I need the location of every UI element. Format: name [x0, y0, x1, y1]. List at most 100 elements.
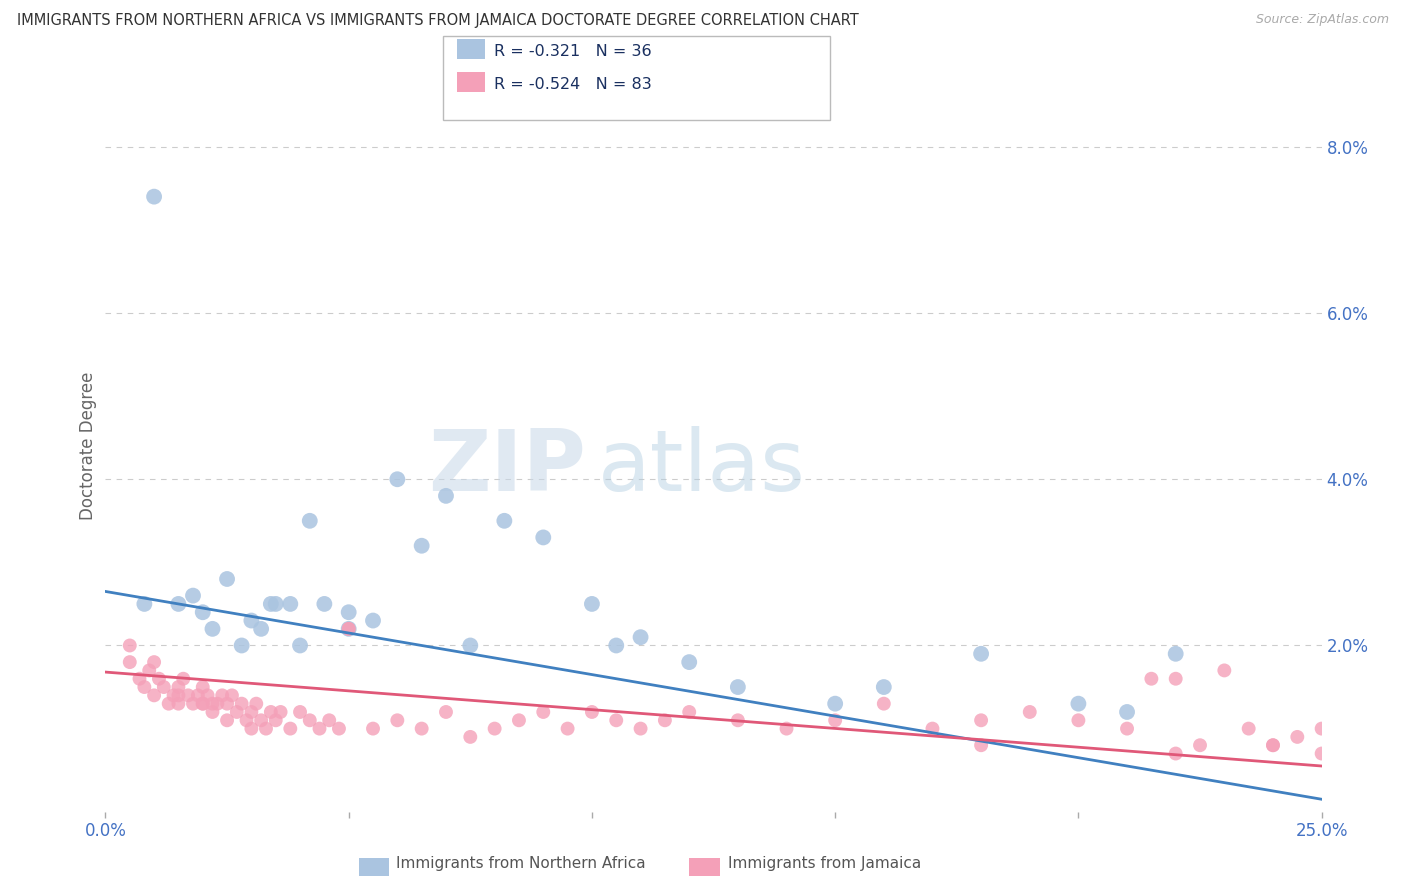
Point — [240, 722, 263, 736]
Point — [260, 705, 283, 719]
Point — [177, 689, 200, 703]
Point — [308, 722, 330, 736]
Point — [921, 722, 943, 736]
Point — [970, 738, 993, 752]
Text: IMMIGRANTS FROM NORTHERN AFRICA VS IMMIGRANTS FROM JAMAICA DOCTORATE DEGREE CORR: IMMIGRANTS FROM NORTHERN AFRICA VS IMMIG… — [17, 13, 859, 29]
Point — [581, 705, 603, 719]
Point — [337, 622, 360, 636]
Point — [211, 689, 233, 703]
Text: atlas: atlas — [598, 426, 806, 509]
Point — [328, 722, 350, 736]
Point — [1018, 705, 1040, 719]
Point — [581, 597, 603, 611]
Point — [250, 714, 273, 728]
Point — [217, 572, 239, 586]
Point — [1164, 672, 1187, 686]
Point — [128, 672, 150, 686]
Point — [387, 472, 409, 486]
Point — [191, 605, 214, 619]
Text: Source: ZipAtlas.com: Source: ZipAtlas.com — [1256, 13, 1389, 27]
Point — [1164, 747, 1187, 761]
Point — [337, 605, 360, 619]
Point — [458, 639, 481, 653]
Text: Immigrants from Jamaica: Immigrants from Jamaica — [728, 856, 921, 871]
Point — [187, 689, 209, 703]
Point — [240, 614, 263, 628]
Point — [630, 722, 652, 736]
Text: Immigrants from Northern Africa: Immigrants from Northern Africa — [396, 856, 647, 871]
Point — [630, 630, 652, 644]
Point — [197, 689, 219, 703]
Point — [1140, 672, 1163, 686]
Point — [143, 689, 166, 703]
Text: ZIP: ZIP — [427, 426, 586, 509]
Point — [172, 672, 194, 686]
Point — [824, 714, 846, 728]
Point — [434, 705, 457, 719]
Point — [167, 597, 190, 611]
Point — [217, 697, 239, 711]
Point — [167, 697, 190, 711]
Point — [1310, 747, 1333, 761]
Point — [458, 730, 481, 744]
Point — [508, 714, 530, 728]
Point — [217, 714, 239, 728]
Point — [254, 722, 277, 736]
Point — [337, 622, 360, 636]
Text: R = -0.524   N = 83: R = -0.524 N = 83 — [494, 77, 651, 92]
Point — [873, 680, 896, 694]
Point — [270, 705, 292, 719]
Point — [138, 664, 160, 678]
Point — [278, 722, 301, 736]
Point — [167, 689, 190, 703]
Point — [318, 714, 340, 728]
Point — [181, 589, 204, 603]
Point — [727, 680, 749, 694]
Point — [118, 639, 141, 653]
Point — [221, 689, 243, 703]
Point — [434, 489, 457, 503]
Point — [873, 697, 896, 711]
Point — [250, 622, 273, 636]
Point — [1261, 738, 1284, 752]
Point — [1213, 664, 1236, 678]
Point — [231, 697, 253, 711]
Point — [1261, 738, 1284, 752]
Point — [654, 714, 676, 728]
Point — [678, 705, 700, 719]
Point — [411, 539, 433, 553]
Point — [1310, 722, 1333, 736]
Point — [361, 614, 384, 628]
Point — [1067, 697, 1090, 711]
Point — [288, 705, 311, 719]
Point — [1116, 722, 1139, 736]
Point — [387, 714, 409, 728]
Point — [118, 655, 141, 669]
Point — [231, 639, 253, 653]
Point — [157, 697, 180, 711]
Point — [494, 514, 516, 528]
Point — [191, 697, 214, 711]
Point — [361, 722, 384, 736]
Point — [531, 705, 554, 719]
Point — [1164, 647, 1187, 661]
Point — [605, 639, 627, 653]
Point — [143, 655, 166, 669]
Point — [605, 714, 627, 728]
Point — [235, 714, 257, 728]
Point — [201, 622, 224, 636]
Point — [337, 622, 360, 636]
Point — [153, 680, 176, 694]
Point — [191, 697, 214, 711]
Point — [824, 697, 846, 711]
Point — [148, 672, 170, 686]
Point — [207, 697, 229, 711]
Point — [240, 705, 263, 719]
Text: R = -0.321   N = 36: R = -0.321 N = 36 — [494, 44, 651, 59]
Point — [1237, 722, 1260, 736]
Point — [162, 689, 184, 703]
Point — [278, 597, 301, 611]
Point — [298, 514, 321, 528]
Point — [260, 597, 283, 611]
Point — [727, 714, 749, 728]
